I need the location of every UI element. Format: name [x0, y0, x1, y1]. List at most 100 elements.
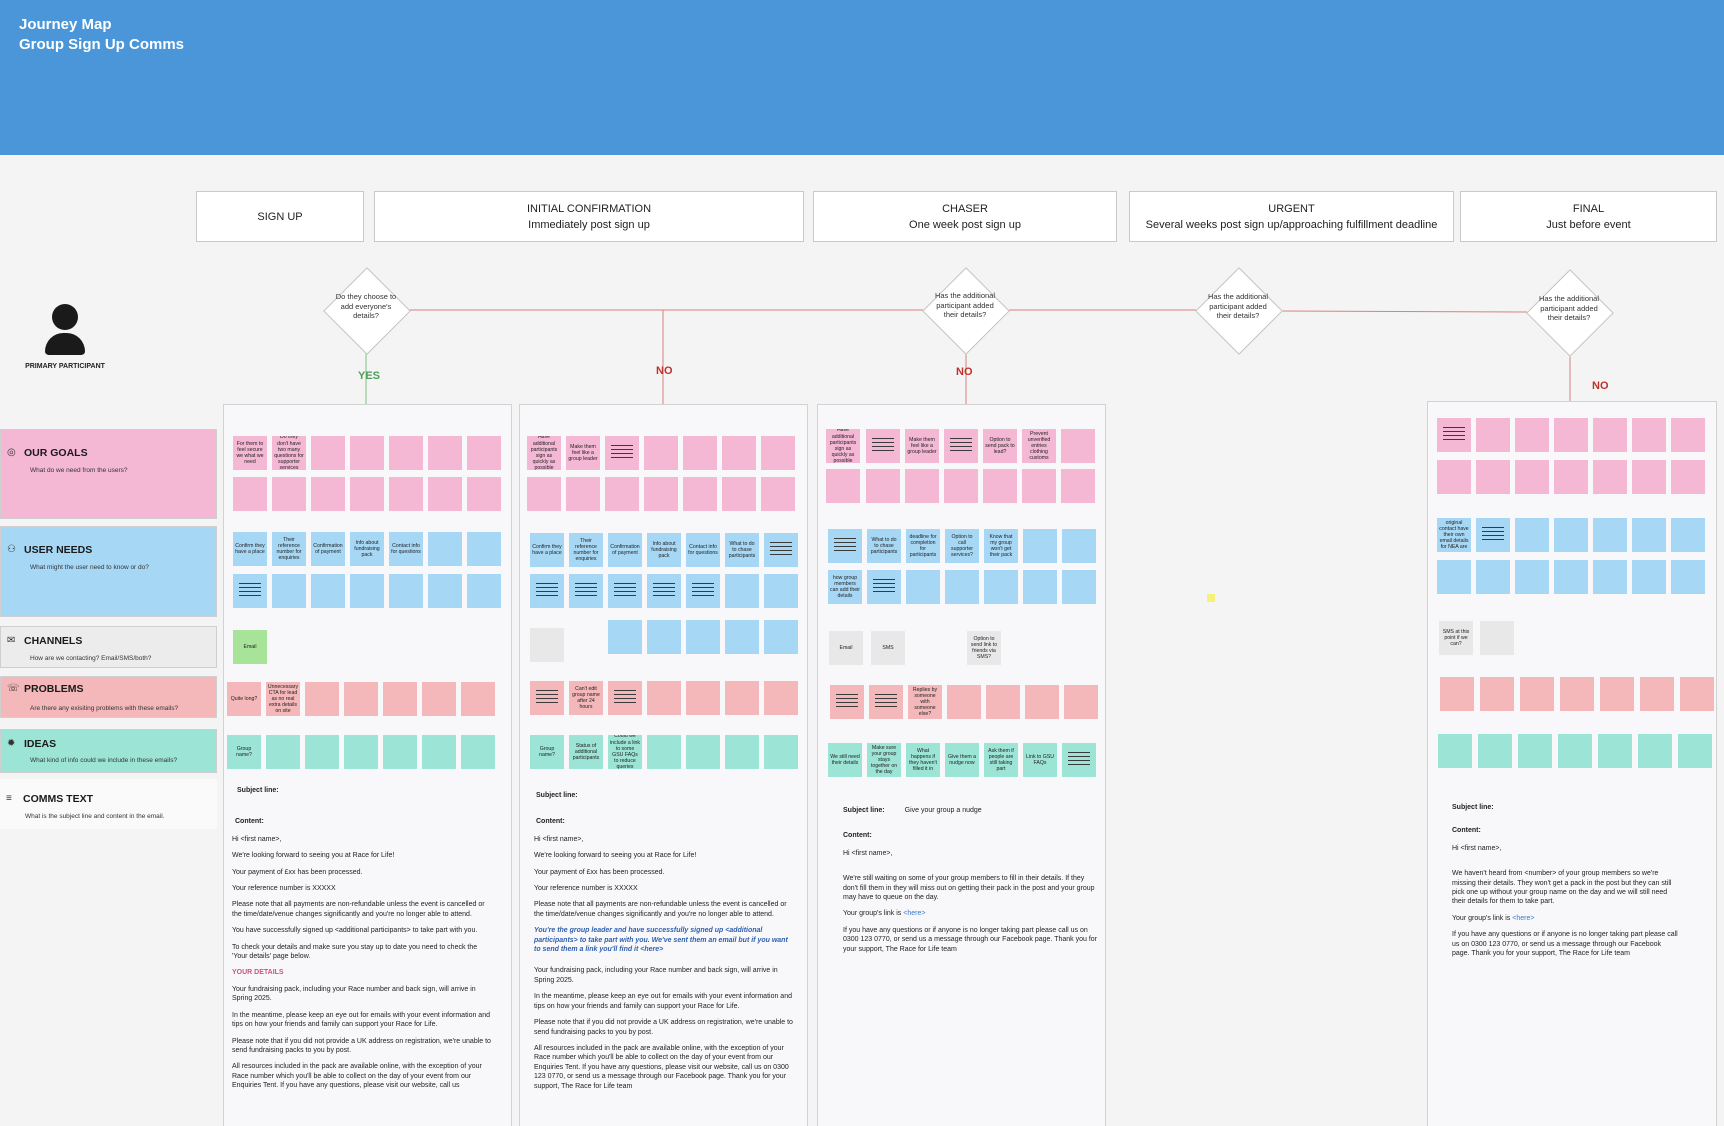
sticky-note-goal[interactable]: Prevent unverified entries clothing cust… — [1022, 429, 1056, 463]
sticky-note-problem[interactable] — [422, 682, 456, 716]
sticky-note-channel[interactable] — [530, 628, 564, 662]
phase-sign-up[interactable]: SIGN UP — [196, 191, 364, 242]
sticky-note-problem[interactable] — [1480, 677, 1514, 711]
sticky-note-idea[interactable] — [1678, 734, 1712, 768]
sticky-note-problem[interactable] — [1520, 677, 1554, 711]
sticky-note-need[interactable]: Info about fundraising pack — [350, 532, 384, 566]
sticky-note-need[interactable]: What to do to chase participants — [867, 529, 901, 563]
sticky-note-need[interactable] — [647, 620, 681, 654]
sticky-note-idea[interactable]: Make sure your group stays together on t… — [867, 743, 901, 777]
sticky-note-idea[interactable] — [764, 735, 798, 769]
sticky-note-need[interactable] — [647, 574, 681, 608]
sticky-note-problem[interactable] — [461, 682, 495, 716]
sticky-note-need[interactable]: how group members can add their details — [828, 570, 862, 604]
sticky-note-goal[interactable] — [311, 477, 345, 511]
sticky-note-goal[interactable]: Have additional participants sign as qui… — [527, 436, 561, 470]
sticky-note-need[interactable] — [725, 620, 759, 654]
sticky-note-goal[interactable] — [1061, 429, 1095, 463]
sticky-note-goal[interactable] — [644, 436, 678, 470]
sticky-note-goal[interactable] — [983, 469, 1017, 503]
sticky-note-goal[interactable]: Make them feel like a group leader — [566, 436, 600, 470]
sticky-note-need[interactable]: Their reference number for enquiries — [272, 532, 306, 566]
sticky-note-goal[interactable]: Have additional participants sign as qui… — [826, 429, 860, 463]
sticky-note-goal[interactable] — [566, 477, 600, 511]
sticky-note-idea[interactable] — [266, 735, 300, 769]
sticky-note-goal[interactable] — [761, 436, 795, 470]
sticky-note-idea[interactable] — [422, 735, 456, 769]
sticky-note-goal[interactable] — [944, 469, 978, 503]
sticky-note-need[interactable]: Contact info for questions — [389, 532, 423, 566]
sticky-note-idea[interactable]: Give them a nudge now — [945, 743, 979, 777]
sticky-note-goal[interactable] — [1554, 418, 1588, 452]
sticky-note-idea[interactable] — [383, 735, 417, 769]
sticky-note-need[interactable] — [725, 574, 759, 608]
sticky-note-idea[interactable]: Ask them if people are still taking part — [984, 743, 1018, 777]
sticky-note-need[interactable] — [828, 529, 862, 563]
sticky-note-goal[interactable] — [644, 477, 678, 511]
sticky-note-need[interactable] — [1554, 518, 1588, 552]
sticky-note-need[interactable]: Confirm they have a place — [233, 532, 267, 566]
sticky-note-need[interactable] — [467, 574, 501, 608]
sticky-note-need[interactable]: Info about fundraising pack — [647, 533, 681, 567]
sticky-note-need[interactable]: Contact info for questions — [686, 533, 720, 567]
sticky-note-goal[interactable] — [389, 477, 423, 511]
phase-final[interactable]: FINAL Just before event — [1460, 191, 1717, 242]
sticky-note-channel[interactable]: Email — [829, 631, 863, 665]
sticky-note-idea[interactable] — [1558, 734, 1592, 768]
sticky-note-channel[interactable] — [1480, 621, 1514, 655]
sticky-note-problem[interactable] — [986, 685, 1020, 719]
sticky-note-idea[interactable] — [647, 735, 681, 769]
sticky-note-idea[interactable] — [1478, 734, 1512, 768]
sticky-note-need[interactable] — [1671, 518, 1705, 552]
sticky-note-need[interactable]: deadline for completion for participants — [906, 529, 940, 563]
sticky-note-need[interactable] — [1632, 560, 1666, 594]
sticky-note-goal[interactable] — [1632, 418, 1666, 452]
sticky-note-problem[interactable]: Quite long? — [227, 682, 261, 716]
sticky-note-goal[interactable] — [722, 477, 756, 511]
sticky-note-goal[interactable] — [1061, 469, 1095, 503]
sticky-note-need[interactable] — [1023, 529, 1057, 563]
sticky-note-goal[interactable] — [605, 477, 639, 511]
sticky-note-need[interactable] — [1023, 570, 1057, 604]
sticky-note-need[interactable] — [686, 574, 720, 608]
sticky-note-problem[interactable] — [686, 681, 720, 715]
sticky-note-goal[interactable] — [233, 477, 267, 511]
sticky-note-need[interactable]: Confirmation of payment — [608, 533, 642, 567]
sticky-note-need[interactable] — [1554, 560, 1588, 594]
sticky-note-problem[interactable]: Unnecessary CTA for lead as no real extr… — [266, 682, 300, 716]
sticky-note-need[interactable] — [1476, 518, 1510, 552]
sticky-note-need[interactable] — [1515, 560, 1549, 594]
sticky-note-goal[interactable] — [1515, 460, 1549, 494]
sticky-note-need[interactable] — [608, 620, 642, 654]
sticky-note-need[interactable] — [233, 574, 267, 608]
sticky-note-idea[interactable]: Could we include a link to some GSU FAQs… — [608, 735, 642, 769]
sticky-note-goal[interactable] — [1671, 460, 1705, 494]
sticky-note-goal[interactable] — [1476, 460, 1510, 494]
sticky-note-goal[interactable] — [311, 436, 345, 470]
sticky-note-need[interactable] — [428, 574, 462, 608]
sticky-note-idea[interactable]: Group name? — [227, 735, 261, 769]
group-link[interactable]: <here> — [1512, 914, 1535, 922]
sticky-note-idea[interactable]: What happens if they haven't filled it i… — [906, 743, 940, 777]
sticky-note-goal[interactable] — [905, 469, 939, 503]
sticky-note-goal[interactable]: Do they don't have two many questions fo… — [272, 436, 306, 470]
sticky-note-goal[interactable] — [1022, 469, 1056, 503]
sticky-note-need[interactable] — [530, 574, 564, 608]
sticky-note-goal[interactable] — [428, 477, 462, 511]
sticky-note-goal[interactable] — [722, 436, 756, 470]
phase-urgent[interactable]: URGENT Several weeks post sign up/approa… — [1129, 191, 1454, 242]
sticky-note-goal[interactable]: For them to feel secure we what we need — [233, 436, 267, 470]
sticky-note-goal[interactable]: Make them feel like a group leader — [905, 429, 939, 463]
sticky-note-need[interactable] — [1515, 518, 1549, 552]
sticky-note-need[interactable]: Confirmation of payment — [311, 532, 345, 566]
sticky-note-goal[interactable] — [1671, 418, 1705, 452]
sticky-note-idea[interactable] — [344, 735, 378, 769]
sticky-note-problem[interactable] — [1025, 685, 1059, 719]
sticky-note-need[interactable] — [1437, 560, 1471, 594]
sticky-note-goal[interactable] — [761, 477, 795, 511]
sticky-note-need[interactable]: Know that my group won't get their pack — [984, 529, 1018, 563]
sticky-note-idea[interactable] — [1518, 734, 1552, 768]
sticky-note-problem[interactable] — [608, 681, 642, 715]
sticky-note-need[interactable] — [764, 533, 798, 567]
sticky-note-goal[interactable] — [1515, 418, 1549, 452]
